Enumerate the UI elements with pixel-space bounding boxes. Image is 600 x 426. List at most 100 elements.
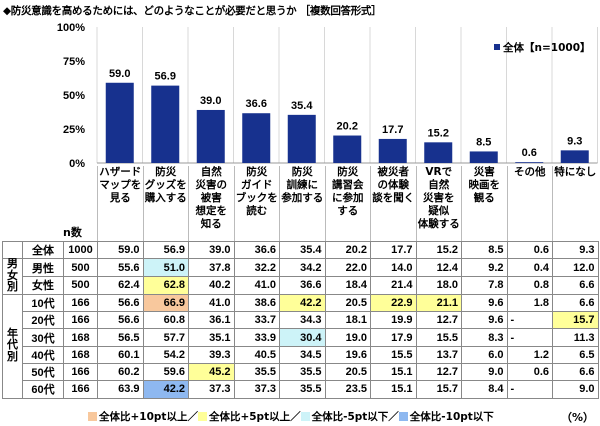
n-header: n数	[63, 226, 82, 239]
value-cell: 35.5	[279, 362, 326, 382]
value-cell: 33.7	[233, 311, 280, 330]
group-cell: 年代別	[2, 293, 23, 399]
bar	[424, 142, 453, 163]
value-cell: 30.4	[279, 328, 326, 347]
n-cell: 168	[63, 328, 98, 347]
row-label: 女性	[22, 276, 64, 295]
value-cell: 15.7	[552, 311, 599, 330]
bar	[196, 109, 225, 163]
value-cell: 36.6	[233, 240, 280, 260]
value-cell: 36.1	[188, 311, 235, 330]
value-cell: 39.0	[188, 240, 235, 260]
legend-label: 全体【n=1000】	[502, 41, 591, 54]
value-cell: 60.2	[97, 362, 144, 382]
value-cell: 37.3	[233, 380, 280, 399]
value-cell: -	[506, 328, 553, 347]
value-cell: 35.5	[279, 380, 326, 399]
data-label: 15.2	[428, 127, 449, 139]
n-cell: 166	[63, 362, 98, 382]
n-cell: 1000	[63, 240, 98, 260]
data-label: 20.2	[337, 121, 358, 133]
value-cell: 7.8	[461, 276, 508, 295]
y-tick-label: 100%	[57, 22, 85, 34]
bar	[469, 151, 498, 163]
value-cell: 59.0	[97, 240, 144, 260]
legend-swatch	[494, 44, 500, 50]
row-label: 全体	[22, 240, 64, 260]
value-cell: 20.2	[324, 240, 371, 260]
value-cell: 23.5	[324, 380, 371, 399]
bar	[105, 82, 134, 163]
value-cell: 17.7	[370, 240, 417, 260]
value-cell: 62.8	[142, 276, 189, 295]
group-cell: 男女別	[2, 258, 23, 295]
plus10-swatch	[88, 412, 97, 421]
value-cell: 21.1	[415, 293, 462, 313]
value-cell: 0.4	[506, 258, 553, 278]
value-cell: 62.4	[97, 276, 144, 295]
data-label: 17.7	[382, 124, 403, 136]
category-header: 被災者 の体験 談を聞く	[370, 166, 416, 241]
y-tick-label: 0%	[69, 158, 85, 170]
value-cell: 8.5	[461, 240, 508, 260]
value-cell: 34.5	[279, 345, 326, 364]
group-label: 年代別	[7, 327, 18, 363]
table-row: 全体 1000 59.0 56.9 39.0 36.6 35.4 20.2 17.7 15.2 8.…	[2, 240, 599, 260]
y-tick-label: 75%	[63, 56, 85, 68]
value-cell: 34.2	[279, 258, 326, 278]
n-cell: 166	[63, 380, 98, 399]
n-cell: 500	[63, 258, 98, 278]
value-cell: 56.6	[97, 311, 144, 330]
n-cell: 168	[63, 345, 98, 364]
value-cell: 35.4	[279, 240, 326, 260]
row-label: 30代	[22, 328, 64, 347]
bar	[287, 114, 316, 163]
table-row: 40代 168 60.1 54.2 39.3 40.5 34.5 19.6 15.5 13.7 6.…	[3, 345, 599, 364]
value-cell: 41.0	[233, 276, 280, 295]
value-cell: 9.6	[461, 311, 508, 330]
legend-plus5: 全体比+5pt以上／	[208, 411, 301, 423]
value-cell: 38.6	[233, 293, 280, 313]
bar	[151, 85, 180, 163]
value-cell: 12.7	[415, 311, 462, 330]
table-row: 男女別 男性 500 55.6 51.0 37.8 32.2 34.2 22.0 14.0 12.4…	[2, 258, 599, 295]
value-cell: 19.6	[324, 345, 371, 364]
data-label: 39.0	[200, 95, 221, 107]
value-cell: 12.0	[552, 258, 599, 278]
group-label: 男女別	[7, 258, 18, 294]
category-header: 防災 講習会 に参加 する	[324, 166, 371, 241]
value-cell: 21.4	[370, 276, 417, 295]
value-cell: 56.5	[97, 328, 144, 347]
value-cell: 9.0	[552, 380, 599, 399]
value-cell: 22.0	[324, 258, 371, 278]
value-cell: 15.1	[370, 380, 417, 399]
value-cell: 37.3	[188, 380, 235, 399]
data-label: 8.5	[476, 136, 491, 148]
chart-title: ◆防災意識を高めるためには、どのようなことが必要だと思うか ［複数回答形式］	[3, 5, 382, 17]
value-cell: 55.6	[97, 258, 144, 278]
value-cell: 17.9	[370, 328, 417, 347]
value-cell: 20.5	[324, 293, 371, 313]
value-cell: 15.5	[415, 328, 462, 347]
value-cell: 22.9	[370, 293, 417, 313]
value-cell: 42.2	[279, 293, 326, 313]
category-header: その他	[506, 166, 553, 241]
n-cell: 166	[63, 293, 98, 313]
category-header: 防災 ガイド ブックを 読む	[233, 166, 280, 241]
value-cell: 56.6	[97, 293, 144, 313]
table-row: 女性 500 62.4 62.8 40.2 41.0 36.6 18.4 21.4 18.0 7.8…	[3, 276, 599, 295]
data-label: 35.4	[291, 100, 313, 112]
value-cell: 18.4	[324, 276, 371, 295]
value-cell: 15.7	[415, 380, 462, 399]
data-label: 59.0	[109, 68, 130, 80]
value-cell: 6.6	[552, 362, 599, 382]
row-label: 男性	[22, 258, 64, 278]
value-cell: 9.3	[552, 240, 599, 260]
row-label: 40代	[22, 345, 64, 364]
value-cell: 6.0	[461, 345, 508, 364]
value-cell: 41.0	[188, 293, 235, 313]
value-cell: 19.0	[324, 328, 371, 347]
value-cell: 66.9	[142, 293, 189, 313]
value-cell: 33.9	[233, 328, 280, 347]
